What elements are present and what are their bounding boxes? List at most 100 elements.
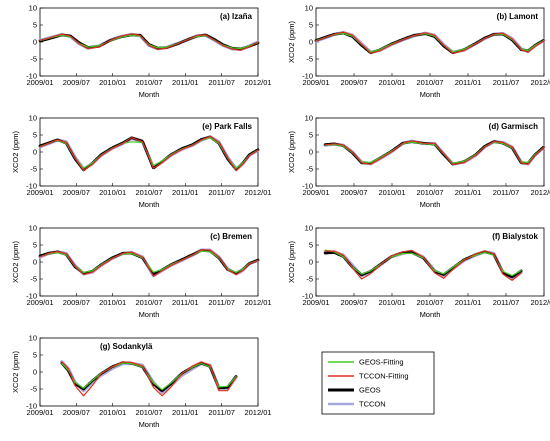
x-tick-label: 2012/01: [530, 188, 550, 197]
series-geos-fitting: [61, 362, 237, 391]
y-tick-label: 0: [33, 368, 37, 377]
x-axis-label: Month: [139, 200, 160, 209]
y-tick-label: 0: [33, 148, 37, 157]
x-tick-label: 2010/01: [99, 298, 126, 307]
y-tick-label: -10: [26, 292, 37, 301]
series-tccon-fitting: [61, 361, 237, 397]
plot-frame: [315, 7, 545, 77]
x-tick-label: 2010/01: [99, 188, 126, 197]
y-tick-label: 0: [309, 148, 313, 157]
x-tick-label: 2011/01: [172, 78, 199, 87]
y-tick-label: 10: [305, 4, 313, 13]
y-tick-label: -10: [26, 182, 37, 191]
y-tick-label: -5: [30, 55, 37, 64]
y-tick-label: -5: [30, 385, 37, 394]
y-tick-label: 5: [33, 351, 37, 360]
x-tick-label: 2012/01: [530, 78, 550, 87]
legend-label: GEOS-Fitting: [359, 358, 404, 367]
y-axis-label: XCO2 (ppm): [287, 20, 296, 63]
series-tccon-fitting: [324, 249, 522, 281]
x-tick-label: 2011/07: [208, 408, 235, 417]
y-tick-label: -5: [30, 165, 37, 174]
y-tick-label: 5: [33, 241, 37, 250]
y-tick-label: 0: [309, 258, 313, 267]
x-axis-label: Month: [420, 90, 441, 99]
x-tick-label: 2011/01: [455, 298, 482, 307]
y-tick-label: -5: [306, 165, 313, 174]
x-tick-label: 2010/07: [416, 78, 443, 87]
x-tick-label: 2010/01: [378, 298, 405, 307]
x-tick-label: 2011/07: [493, 78, 520, 87]
plot-frame: [39, 337, 259, 407]
y-tick-label: 5: [309, 21, 313, 30]
x-tick-label: 2009/01: [26, 78, 53, 87]
x-tick-label: 2011/07: [493, 298, 520, 307]
panel-title: (f) Bialystok: [492, 232, 538, 241]
y-tick-label: -10: [26, 402, 37, 411]
x-tick-label: 2010/07: [135, 188, 162, 197]
x-tick-label: 2010/07: [135, 298, 162, 307]
y-tick-label: 0: [33, 38, 37, 47]
y-axis-label: XCO2 (ppm): [11, 240, 20, 283]
series-tccon-fitting: [39, 135, 259, 172]
x-tick-label: 2009/01: [302, 298, 329, 307]
y-tick-label: 10: [305, 224, 313, 233]
y-tick-label: 0: [309, 38, 313, 47]
y-tick-label: -5: [30, 275, 37, 284]
x-tick-label: 2010/07: [416, 298, 443, 307]
panel-title: (g) Sodankylä: [100, 342, 153, 351]
x-tick-label: 2009/01: [26, 298, 53, 307]
series-tccon-fitting: [324, 140, 545, 166]
x-tick-label: 2010/07: [135, 408, 162, 417]
y-tick-label: 0: [33, 258, 37, 267]
y-axis-label: XCO2 (ppm): [11, 130, 20, 173]
x-tick-label: 2009/01: [26, 408, 53, 417]
x-tick-label: 2010/01: [378, 78, 405, 87]
x-tick-label: 2012/01: [530, 298, 550, 307]
x-axis-label: Month: [420, 200, 441, 209]
y-tick-label: -10: [302, 292, 313, 301]
x-tick-label: 2010/07: [135, 78, 162, 87]
panel-title: (e) Park Falls: [202, 122, 252, 131]
x-tick-label: 2011/01: [172, 188, 199, 197]
x-tick-label: 2010/01: [378, 188, 405, 197]
x-tick-label: 2011/01: [172, 298, 199, 307]
x-tick-label: 2012/01: [244, 298, 271, 307]
y-tick-label: -10: [302, 182, 313, 191]
plot-frame: [315, 227, 545, 297]
x-tick-label: 2009/07: [63, 408, 90, 417]
x-tick-label: 2010/07: [416, 188, 443, 197]
y-tick-label: 5: [33, 131, 37, 140]
panel-title: (a) Izaña: [220, 12, 253, 21]
y-tick-label: 5: [33, 21, 37, 30]
y-axis-label: XCO2 (ppm): [11, 350, 20, 393]
x-tick-label: 2011/01: [455, 78, 482, 87]
x-tick-label: 2009/07: [340, 78, 367, 87]
legend-label: TCCON-Fitting: [359, 372, 409, 381]
legend-label: GEOS: [359, 386, 381, 395]
x-tick-label: 2011/07: [493, 188, 520, 197]
x-tick-label: 2009/01: [302, 188, 329, 197]
x-tick-label: 2011/01: [455, 188, 482, 197]
y-tick-label: -10: [26, 72, 37, 81]
x-tick-label: 2009/07: [63, 188, 90, 197]
series-tccon-fitting: [39, 33, 259, 51]
y-tick-label: 10: [29, 114, 37, 123]
x-tick-label: 2011/07: [208, 298, 235, 307]
y-tick-label: 10: [29, 334, 37, 343]
y-tick-label: 5: [309, 131, 313, 140]
y-tick-label: 10: [29, 4, 37, 13]
x-axis-label: Month: [139, 310, 160, 319]
x-tick-label: 2011/07: [208, 78, 235, 87]
y-axis-label: XCO2 (ppm): [287, 240, 296, 283]
y-tick-label: -10: [302, 72, 313, 81]
x-tick-label: 2009/01: [302, 78, 329, 87]
x-tick-label: 2012/01: [244, 78, 271, 87]
x-axis-label: Month: [420, 310, 441, 319]
x-axis-label: Month: [139, 420, 160, 429]
panel-title: (c) Bremen: [210, 232, 252, 241]
